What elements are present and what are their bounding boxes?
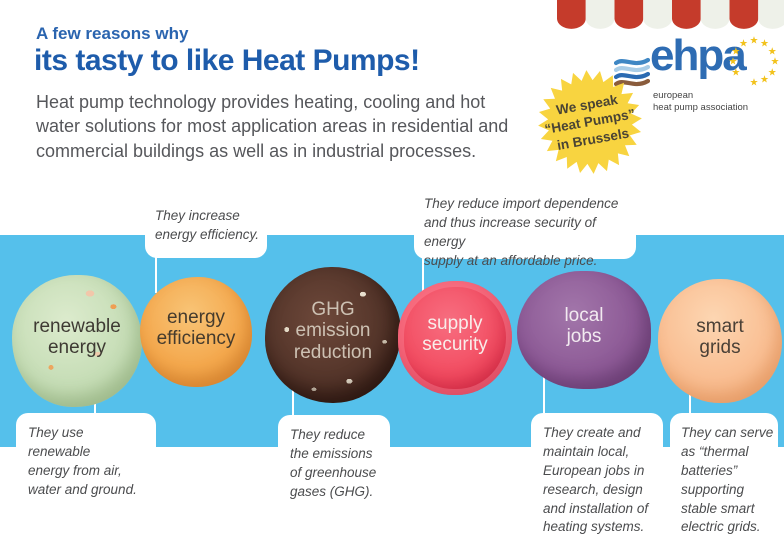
eu-star-icon: ★ (767, 46, 777, 57)
callout-connector (292, 390, 294, 416)
scoop-smart-grids: smart grids (658, 279, 782, 403)
awning-decoration (556, 0, 784, 40)
waves-icon (614, 57, 650, 87)
eu-star-icon: ★ (760, 38, 769, 50)
scoop-label: local jobs (564, 304, 604, 347)
callout-ghg-emission-reduction: They reduce the emissions of greenhouse … (278, 415, 390, 533)
callout-local-jobs: They create and maintain local, European… (531, 413, 663, 545)
scoop-ghg-emission-reduction: GHG emission reduction (265, 267, 401, 403)
ehpa-logo: ehpa european heat pump association ★ ★ … (612, 34, 784, 115)
eu-star-icon: ★ (749, 35, 759, 47)
eu-star-icon: ★ (731, 67, 741, 78)
eu-star-icon: ★ (728, 56, 738, 68)
eu-star-icon: ★ (767, 67, 777, 78)
ehpa-subtitle: european heat pump association (653, 90, 749, 113)
callout-renewable-energy: They use renewable energy from air, wate… (16, 413, 156, 517)
scoop-label: GHG emission reduction (293, 299, 373, 363)
callout-supply-security: They reduce import dependence and thus i… (414, 186, 636, 268)
eu-star-icon: ★ (749, 77, 759, 89)
scoop-label: renewable energy (33, 315, 121, 358)
callout-connector (689, 390, 691, 415)
page-title: its tasty to like Heat Pumps! (34, 44, 420, 77)
starburst-icon (538, 70, 642, 174)
badge-text: We speak “Heat Pumps” in Brussels (527, 59, 652, 184)
scoop-label: energy efficiency (156, 306, 236, 349)
scoop-local-jobs: local jobs (517, 271, 651, 389)
callout-smart-grids: They can serve as “thermal batteries” su… (670, 413, 778, 545)
intro-paragraph: Heat pump technology provides heating, c… (36, 92, 509, 161)
ehpa-wordmark: ehpa (650, 31, 747, 80)
callout-connector (155, 257, 157, 293)
scoop-label: supply security (422, 312, 488, 355)
eu-star-icon: ★ (760, 74, 769, 86)
scoop-supply-security: supply security (398, 281, 512, 395)
header-kicker: A few reasons why (36, 24, 189, 43)
callout-connector (94, 395, 96, 415)
eu-star-icon: ★ (731, 46, 741, 57)
scoop-label: smart grids (696, 315, 744, 358)
we-speak-badge: We speak “Heat Pumps” in Brussels (532, 64, 647, 179)
awning-stripes-icon (557, 0, 784, 29)
scoop-renewable-energy: renewable energy (12, 275, 142, 407)
callout-connector (422, 258, 424, 292)
eu-stars: ★ ★ ★ ★ ★ ★ ★ ★ ★ ★ ★ (728, 35, 780, 89)
callout-energy-efficiency: They increase energy efficiency. (145, 198, 267, 258)
scoop-energy-efficiency: energy efficiency (140, 277, 252, 387)
callout-connector (543, 375, 545, 415)
eu-star-icon: ★ (739, 38, 748, 50)
eu-star-icon: ★ (770, 56, 780, 68)
